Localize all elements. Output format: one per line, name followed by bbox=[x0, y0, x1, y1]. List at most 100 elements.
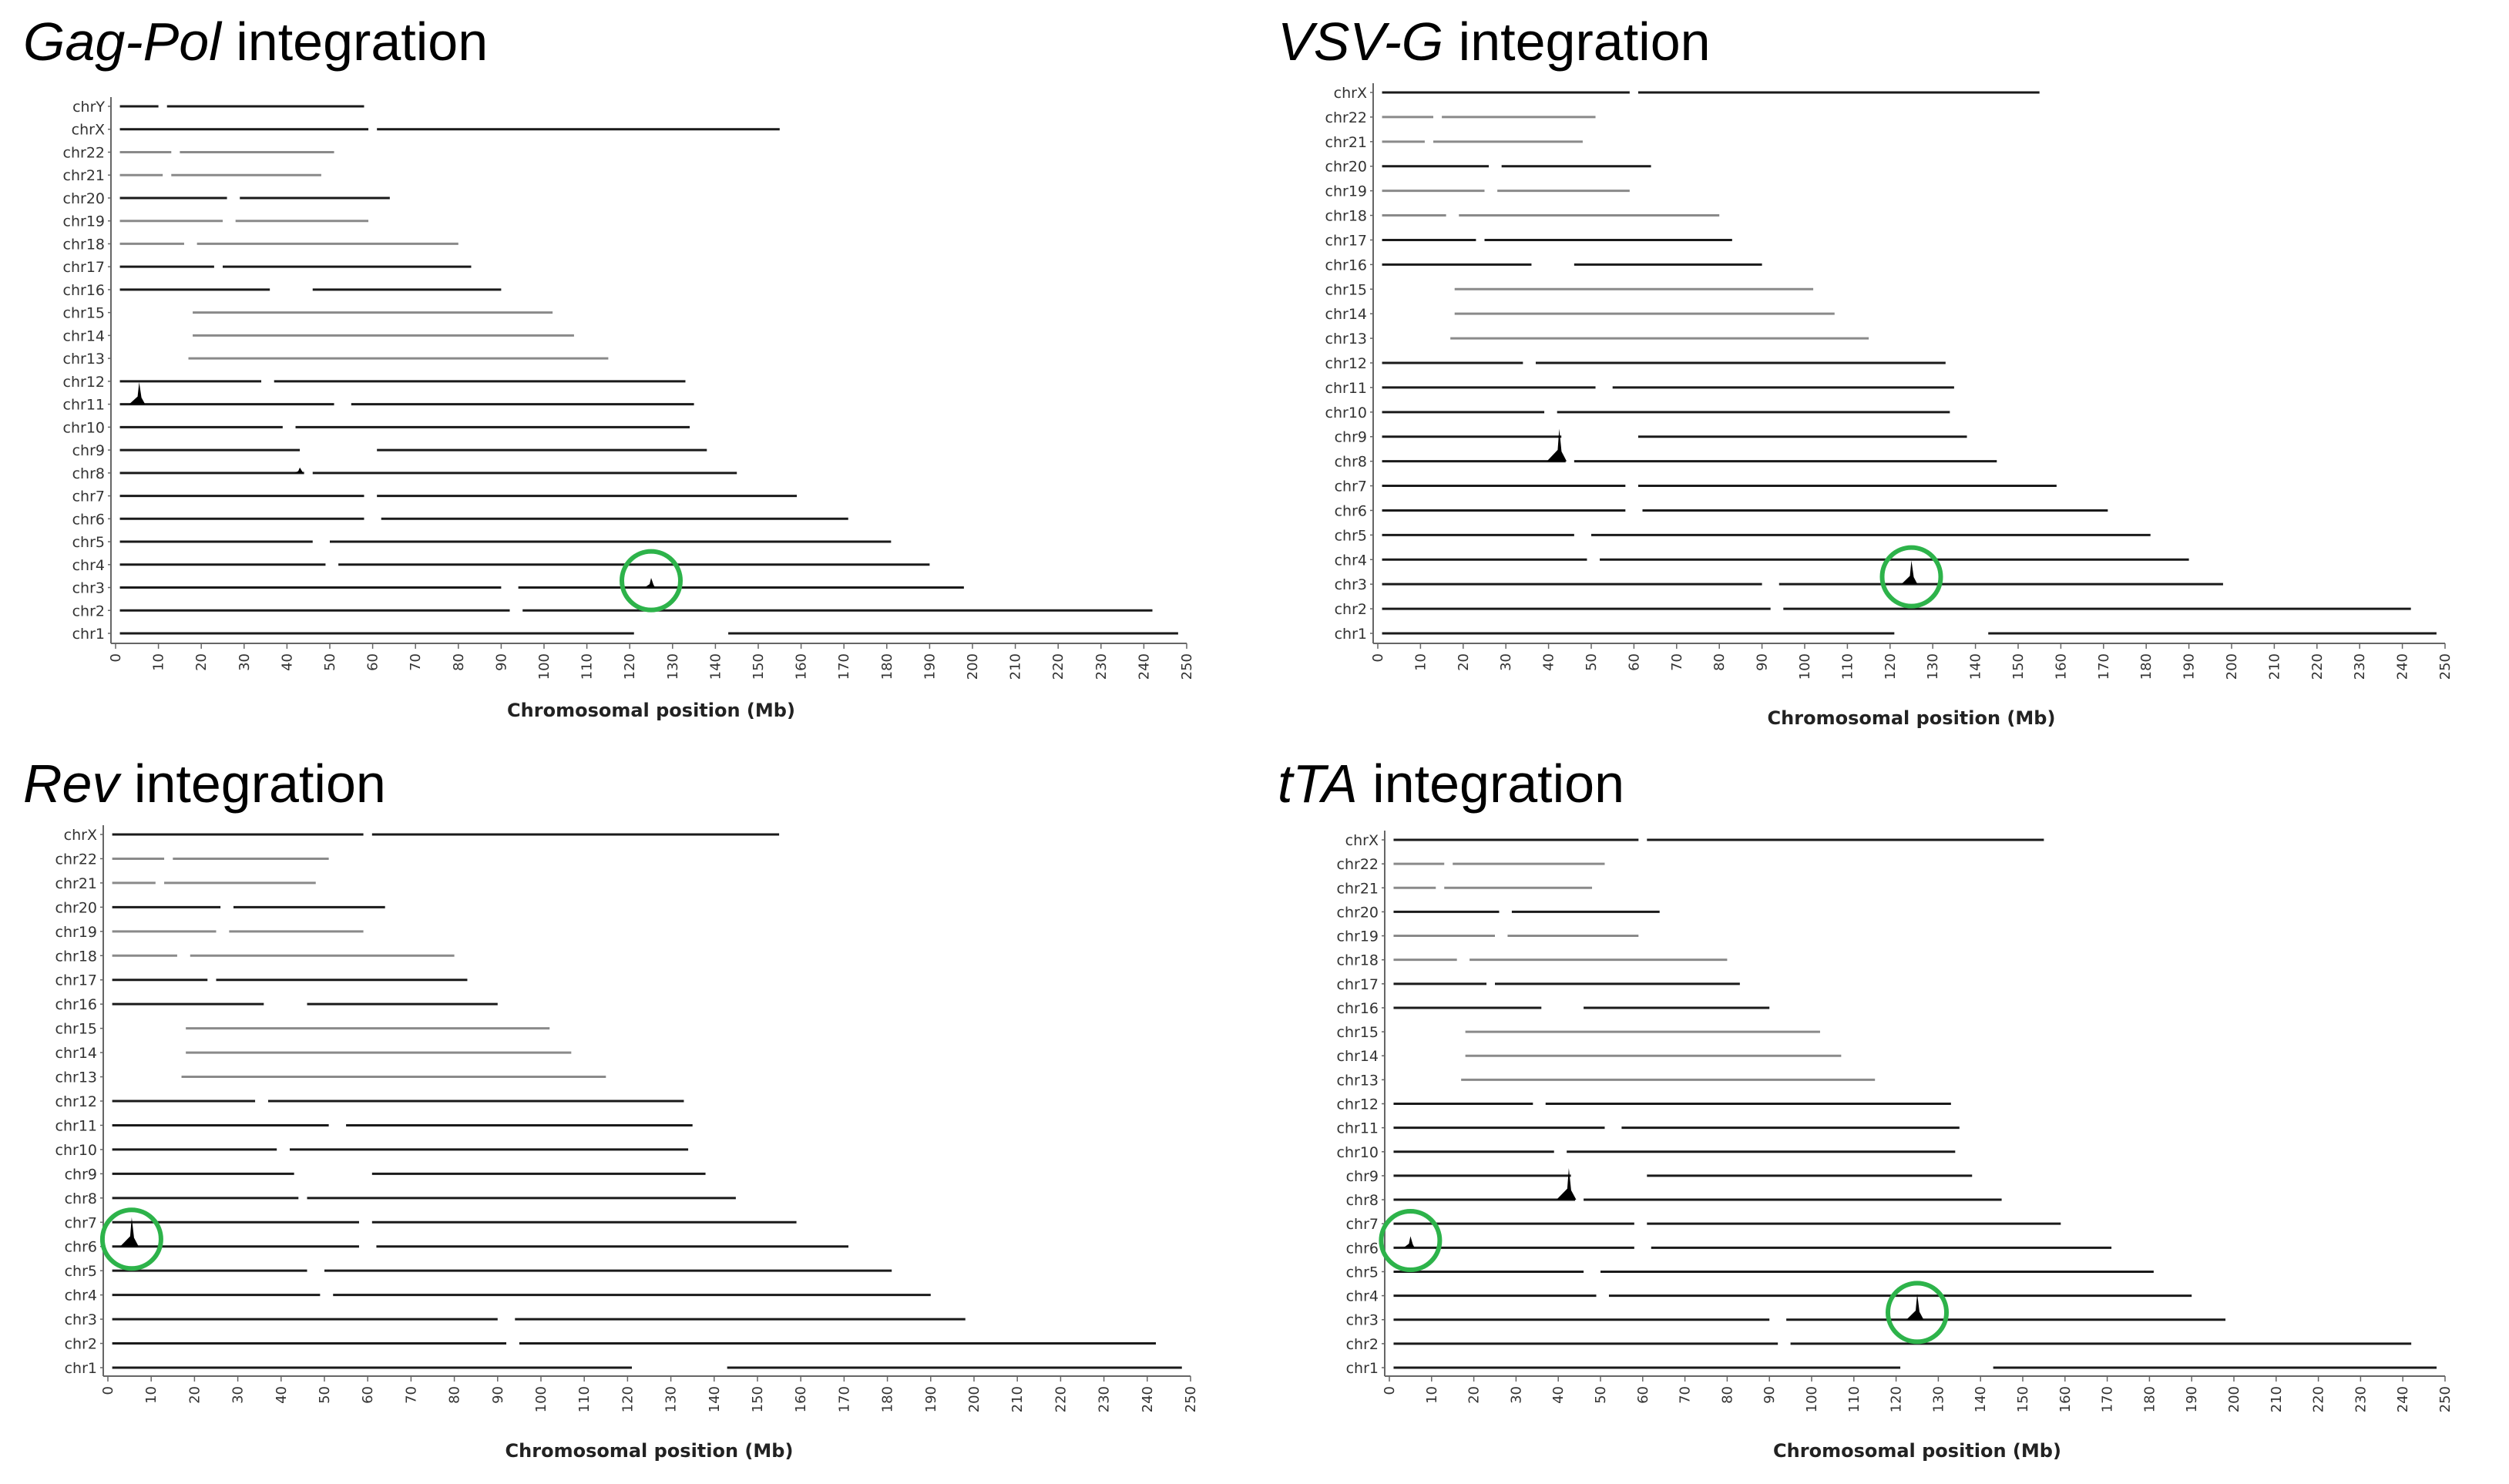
highlight-circle bbox=[1379, 1208, 1443, 1272]
x-tick-label: 210 bbox=[1008, 653, 1024, 680]
chromosome-label: chr6 bbox=[1346, 1240, 1379, 1257]
x-tick-label: 10 bbox=[143, 1386, 160, 1404]
x-tick-label: 130 bbox=[1930, 1386, 1946, 1412]
chromosome-label: chr19 bbox=[1337, 928, 1379, 945]
chromosome-integration-plot: chrXchr22chr21chr20chr19chr18chr17chr16c… bbox=[55, 825, 1199, 1462]
x-tick-label: 200 bbox=[2224, 653, 2240, 680]
x-tick-label: 20 bbox=[193, 653, 210, 671]
chromosome-label: chr15 bbox=[55, 1021, 97, 1038]
chromosome-label: chr20 bbox=[1337, 904, 1379, 921]
chromosome-label: chr21 bbox=[1337, 880, 1379, 897]
x-tick-label: 50 bbox=[1584, 653, 1600, 671]
chromosome-label: chrX bbox=[72, 122, 105, 139]
x-tick-label: 30 bbox=[230, 1386, 247, 1404]
x-tick-label: 110 bbox=[579, 653, 596, 680]
x-tick-label: 230 bbox=[2353, 1386, 2369, 1412]
chromosome-label: chr10 bbox=[63, 419, 105, 436]
chromosome-label: chr9 bbox=[1335, 429, 1367, 446]
chromosome-label: chr3 bbox=[65, 1311, 97, 1328]
x-tick-label: 180 bbox=[2138, 653, 2155, 680]
x-tick-label: 250 bbox=[1179, 653, 1195, 680]
chromosome-label: chrX bbox=[1345, 832, 1379, 849]
x-tick-label: 230 bbox=[2352, 653, 2368, 680]
x-tick-label: 120 bbox=[1889, 1386, 1905, 1412]
x-tick-label: 220 bbox=[1053, 1386, 1069, 1412]
x-tick-label: 80 bbox=[451, 653, 467, 671]
integration-peak bbox=[1547, 428, 1567, 462]
chromosome-label: chr18 bbox=[1325, 208, 1367, 225]
x-tick-label: 100 bbox=[536, 653, 553, 680]
gene-name: Rev bbox=[23, 754, 119, 814]
x-tick-label: 30 bbox=[1498, 653, 1514, 671]
x-tick-label: 170 bbox=[836, 653, 852, 680]
x-tick-label: 200 bbox=[2226, 1386, 2242, 1412]
chromosome-label: chr21 bbox=[1325, 134, 1367, 151]
chromosome-label: chr10 bbox=[55, 1142, 97, 1159]
x-tick-label: 40 bbox=[1541, 653, 1557, 671]
x-tick-label: 50 bbox=[322, 653, 338, 671]
x-axis-label: Chromosomal position (Mb) bbox=[505, 1440, 794, 1462]
chromosome-label: chr19 bbox=[55, 924, 97, 941]
chromosome-label: chr20 bbox=[63, 190, 105, 207]
chromosome-label: chr14 bbox=[55, 1045, 97, 1062]
chromosome-label: chr6 bbox=[1335, 502, 1367, 519]
title-suffix: integration bbox=[1357, 754, 1625, 814]
chromosome-label: chr2 bbox=[72, 603, 105, 619]
integration-peak bbox=[1901, 560, 1918, 585]
x-tick-label: 140 bbox=[707, 1386, 723, 1412]
x-tick-label: 210 bbox=[1009, 1386, 1026, 1412]
x-tick-label: 80 bbox=[447, 1386, 463, 1404]
chromosome-label: chr5 bbox=[1335, 527, 1367, 544]
chromosome-label: chrX bbox=[64, 827, 97, 844]
chromosome-label: chr6 bbox=[65, 1239, 97, 1256]
x-tick-label: 220 bbox=[2311, 1386, 2327, 1412]
chromosome-label: chr7 bbox=[65, 1214, 97, 1231]
x-tick-label: 180 bbox=[880, 1386, 896, 1412]
chromosome-label: chr16 bbox=[1337, 1000, 1379, 1017]
chromosome-label: chr16 bbox=[55, 996, 97, 1013]
x-tick-label: 190 bbox=[2184, 1386, 2200, 1412]
x-tick-label: 200 bbox=[966, 1386, 982, 1412]
x-axis-label: Chromosomal position (Mb) bbox=[1773, 1440, 2061, 1462]
x-tick-label: 100 bbox=[1804, 1386, 1820, 1412]
chromosome-label: chr8 bbox=[72, 465, 105, 482]
chromosome-label: chr16 bbox=[63, 282, 105, 299]
panel-title: Gag-Pol integration bbox=[23, 11, 488, 73]
chromosome-integration-plot: chrXchr22chr21chr20chr19chr18chr17chr16c… bbox=[1325, 83, 2454, 729]
x-tick-label: 110 bbox=[576, 1386, 593, 1412]
integration-peak bbox=[1403, 1236, 1415, 1248]
x-tick-label: 120 bbox=[1883, 653, 1899, 680]
x-tick-label: 160 bbox=[2053, 653, 2069, 680]
chromosome-label: chr8 bbox=[65, 1190, 97, 1207]
chromosome-label: chr8 bbox=[1346, 1192, 1379, 1209]
x-tick-label: 190 bbox=[2182, 653, 2198, 680]
x-tick-label: 100 bbox=[1797, 653, 1813, 680]
x-tick-label: 130 bbox=[665, 653, 681, 680]
x-tick-label: 160 bbox=[2057, 1386, 2074, 1412]
x-tick-label: 160 bbox=[794, 653, 810, 680]
chromosome-label: chr16 bbox=[1325, 257, 1367, 274]
x-tick-label: 100 bbox=[533, 1386, 549, 1412]
x-tick-label: 210 bbox=[2269, 1386, 2285, 1412]
x-axis-label: Chromosomal position (Mb) bbox=[1768, 707, 2056, 729]
x-tick-label: 180 bbox=[879, 653, 895, 680]
chromosome-label: chr17 bbox=[1325, 232, 1367, 249]
highlight-circle bbox=[1879, 545, 1943, 609]
x-tick-label: 170 bbox=[2100, 1386, 2116, 1412]
gene-name: tTA bbox=[1278, 754, 1358, 814]
x-tick-label: 250 bbox=[2437, 653, 2454, 680]
x-tick-label: 90 bbox=[1755, 653, 1771, 671]
x-tick-label: 40 bbox=[279, 653, 295, 671]
x-tick-label: 60 bbox=[360, 1386, 376, 1404]
x-tick-label: 210 bbox=[2266, 653, 2282, 680]
chromosome-label: chr22 bbox=[1325, 109, 1367, 126]
chromosome-label: chr15 bbox=[1325, 281, 1367, 298]
chromosome-label: chr12 bbox=[63, 374, 105, 391]
chromosome-label: chr19 bbox=[63, 213, 105, 230]
x-tick-label: 70 bbox=[1678, 1386, 1694, 1404]
chromosome-label: chr19 bbox=[1325, 183, 1367, 200]
x-tick-label: 130 bbox=[663, 1386, 680, 1412]
chromosome-label: chr4 bbox=[1335, 552, 1367, 569]
x-tick-label: 60 bbox=[1635, 1386, 1651, 1404]
chromosome-label: chr6 bbox=[72, 511, 105, 528]
